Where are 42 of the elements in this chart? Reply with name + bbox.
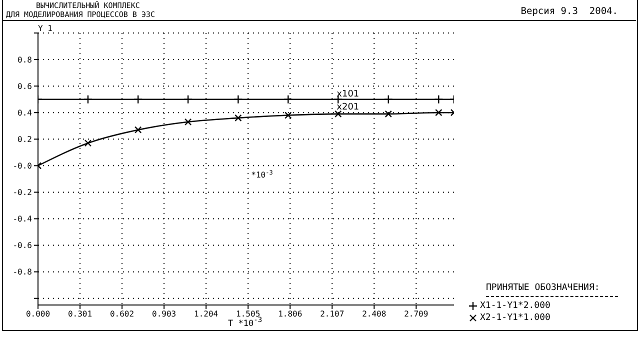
legend-title: ПРИНЯТЫЕ ОБОЗНАЧЕНИЯ: bbox=[485, 283, 601, 293]
legend-label: X2-1-Y1*1.000 bbox=[480, 313, 550, 323]
x-tick-label: 2.408 bbox=[362, 310, 386, 319]
y-tick-label: -0.0 bbox=[12, 162, 32, 171]
x-tick-label: 0.301 bbox=[68, 310, 92, 319]
y-tick-label: -0.6 bbox=[12, 241, 32, 250]
x-tick-label: 0.000 bbox=[26, 310, 50, 319]
x-tick-label: 0.602 bbox=[110, 310, 134, 319]
y-tick-label: -0.8 bbox=[12, 268, 32, 277]
point bbox=[234, 114, 242, 122]
point bbox=[234, 94, 243, 104]
y-tick-label: 0.2 bbox=[18, 134, 32, 144]
point bbox=[284, 112, 292, 119]
point bbox=[384, 94, 393, 104]
y-tick-label: 0.8 bbox=[18, 55, 32, 64]
point bbox=[134, 126, 142, 134]
x-tick-label: 0.903 bbox=[152, 310, 176, 319]
x-tick-label: 2.107 bbox=[320, 310, 344, 319]
x-tick-label: 2.709 bbox=[404, 310, 428, 319]
point bbox=[184, 118, 192, 126]
x-tick-label: 1.204 bbox=[194, 310, 218, 319]
point bbox=[133, 94, 143, 104]
y-axis-title: Y 1 bbox=[38, 24, 52, 33]
annotation: *10$^{-3}$ bbox=[251, 169, 274, 180]
annotation: x201 bbox=[336, 102, 360, 113]
point bbox=[284, 94, 293, 104]
y-tick-label: 0.6 bbox=[18, 82, 32, 91]
annotation: x101 bbox=[336, 89, 360, 100]
point bbox=[435, 109, 442, 116]
y-tick-label: -0.4 bbox=[12, 214, 32, 224]
y-tick-label: -0.2 bbox=[12, 188, 32, 198]
x-tick-label: 1.505 bbox=[236, 310, 260, 319]
legend-label: X1-1-Y1*2.000 bbox=[480, 301, 550, 311]
x-tick-label: 1.806 bbox=[278, 310, 302, 319]
point bbox=[84, 140, 92, 147]
point bbox=[384, 110, 392, 118]
text: Версия 9.3 2004. bbox=[520, 6, 618, 17]
y-tick-label: 0.4 bbox=[18, 108, 32, 118]
point bbox=[83, 94, 93, 104]
point bbox=[183, 94, 193, 104]
point bbox=[334, 110, 342, 118]
point bbox=[434, 94, 444, 104]
